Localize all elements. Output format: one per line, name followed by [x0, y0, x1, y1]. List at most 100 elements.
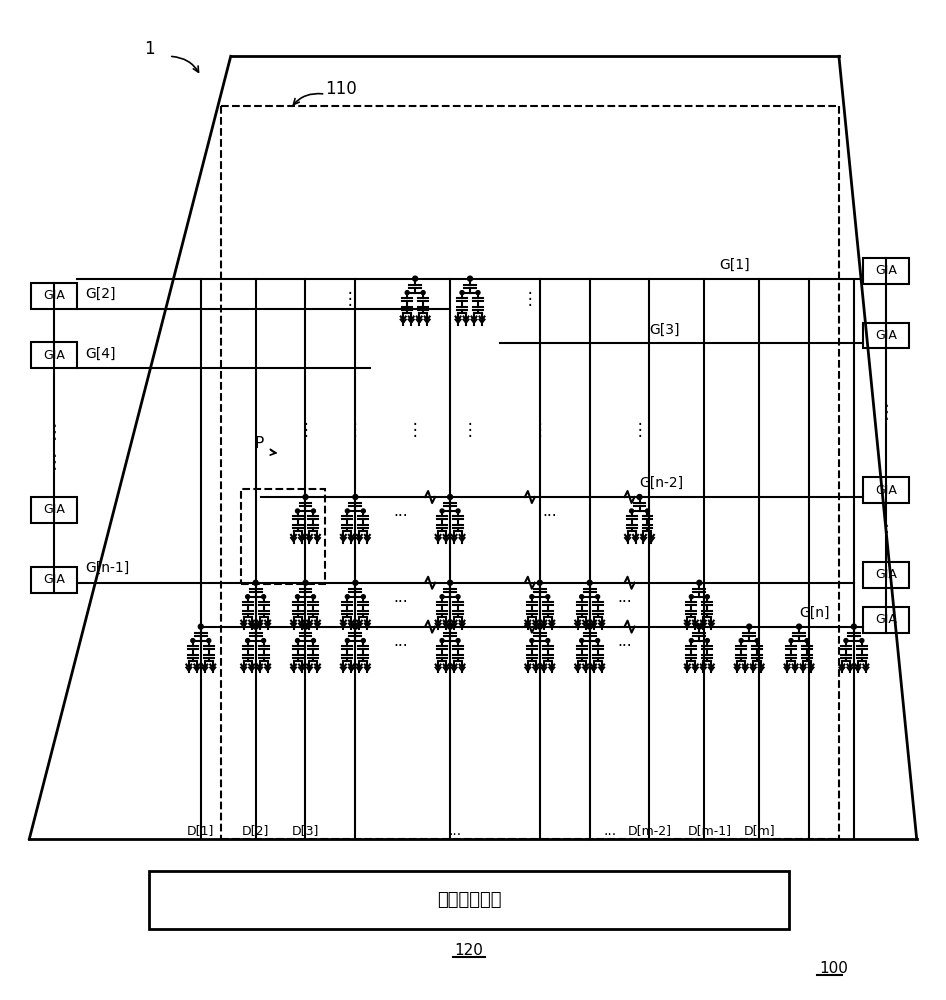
- Circle shape: [440, 595, 444, 599]
- Bar: [240, 489, 325, 584]
- Text: G[4]: G[4]: [85, 346, 115, 360]
- Circle shape: [797, 624, 801, 629]
- Text: ...: ...: [542, 504, 557, 519]
- Text: 源极驱动电路: 源极驱动电路: [437, 891, 501, 909]
- Circle shape: [295, 595, 300, 599]
- Bar: [149, 871, 789, 929]
- Bar: [31, 497, 78, 523]
- Circle shape: [447, 495, 452, 500]
- Circle shape: [361, 595, 365, 599]
- Text: D[m-2]: D[m-2]: [627, 824, 672, 837]
- Circle shape: [587, 624, 592, 629]
- Bar: [863, 323, 909, 348]
- Bar: [31, 283, 78, 309]
- Circle shape: [587, 580, 592, 585]
- Circle shape: [460, 291, 464, 295]
- Text: G[n-2]: G[n-2]: [639, 476, 684, 490]
- Text: GIA: GIA: [875, 568, 897, 581]
- Circle shape: [690, 639, 693, 643]
- Circle shape: [537, 580, 542, 585]
- Circle shape: [447, 580, 452, 585]
- Circle shape: [530, 639, 534, 643]
- Text: GIA: GIA: [875, 613, 897, 626]
- Circle shape: [303, 624, 308, 629]
- Circle shape: [456, 639, 460, 643]
- Circle shape: [353, 580, 358, 585]
- Circle shape: [537, 624, 542, 629]
- Circle shape: [345, 595, 349, 599]
- Text: 1: 1: [144, 40, 154, 58]
- Text: GIA: GIA: [44, 573, 65, 586]
- Circle shape: [706, 595, 710, 599]
- Circle shape: [851, 624, 856, 629]
- Circle shape: [311, 639, 315, 643]
- Bar: [31, 567, 78, 593]
- Text: 110: 110: [325, 80, 358, 98]
- Text: D[m-1]: D[m-1]: [688, 824, 731, 837]
- Circle shape: [697, 624, 702, 629]
- Circle shape: [353, 495, 358, 500]
- Circle shape: [303, 495, 308, 500]
- Circle shape: [476, 291, 480, 295]
- Circle shape: [262, 639, 266, 643]
- Circle shape: [345, 639, 349, 643]
- Circle shape: [690, 595, 693, 599]
- Circle shape: [207, 639, 211, 643]
- Circle shape: [755, 639, 759, 643]
- Circle shape: [405, 291, 410, 295]
- Text: ⋮: ⋮: [44, 423, 64, 442]
- Text: ⋮: ⋮: [532, 421, 548, 439]
- Text: G[3]: G[3]: [650, 322, 680, 336]
- Text: D[3]: D[3]: [291, 824, 319, 837]
- Circle shape: [844, 639, 848, 643]
- Circle shape: [361, 639, 365, 643]
- Text: ⋮: ⋮: [407, 421, 424, 439]
- Text: ...: ...: [617, 634, 632, 649]
- Circle shape: [546, 595, 550, 599]
- Circle shape: [447, 624, 452, 629]
- Circle shape: [254, 580, 258, 585]
- Circle shape: [580, 639, 584, 643]
- Circle shape: [303, 580, 308, 585]
- Text: D[2]: D[2]: [242, 824, 270, 837]
- Text: G[n-1]: G[n-1]: [85, 561, 130, 575]
- Circle shape: [440, 509, 444, 513]
- Circle shape: [629, 509, 634, 513]
- Text: GIA: GIA: [44, 503, 65, 516]
- Circle shape: [361, 509, 365, 513]
- Text: ⋮: ⋮: [462, 421, 479, 439]
- Text: ...: ...: [393, 504, 408, 519]
- Circle shape: [311, 509, 315, 513]
- Text: GIA: GIA: [875, 264, 897, 277]
- Circle shape: [412, 276, 418, 281]
- Text: 100: 100: [819, 961, 848, 976]
- Circle shape: [697, 580, 702, 585]
- Text: ...: ...: [617, 590, 632, 605]
- Circle shape: [706, 639, 710, 643]
- Circle shape: [353, 624, 358, 629]
- Text: ⋮: ⋮: [876, 523, 896, 542]
- Text: GIA: GIA: [875, 329, 897, 342]
- Circle shape: [311, 595, 315, 599]
- Text: GIA: GIA: [875, 484, 897, 497]
- Circle shape: [530, 595, 534, 599]
- Circle shape: [254, 624, 258, 629]
- Text: G[n]: G[n]: [799, 606, 830, 620]
- Text: ⋮: ⋮: [342, 290, 359, 308]
- Circle shape: [580, 595, 584, 599]
- Circle shape: [246, 595, 250, 599]
- Text: ⋮: ⋮: [631, 421, 648, 439]
- Text: ⋮: ⋮: [521, 290, 538, 308]
- Circle shape: [456, 595, 460, 599]
- Circle shape: [739, 639, 744, 643]
- Circle shape: [467, 276, 472, 281]
- Bar: [863, 258, 909, 284]
- Circle shape: [191, 639, 195, 643]
- Text: ...: ...: [603, 824, 616, 838]
- Circle shape: [637, 495, 642, 500]
- Circle shape: [456, 509, 460, 513]
- Text: G[1]: G[1]: [719, 258, 750, 272]
- Circle shape: [345, 509, 349, 513]
- Text: ⋮: ⋮: [347, 421, 363, 439]
- Circle shape: [421, 291, 425, 295]
